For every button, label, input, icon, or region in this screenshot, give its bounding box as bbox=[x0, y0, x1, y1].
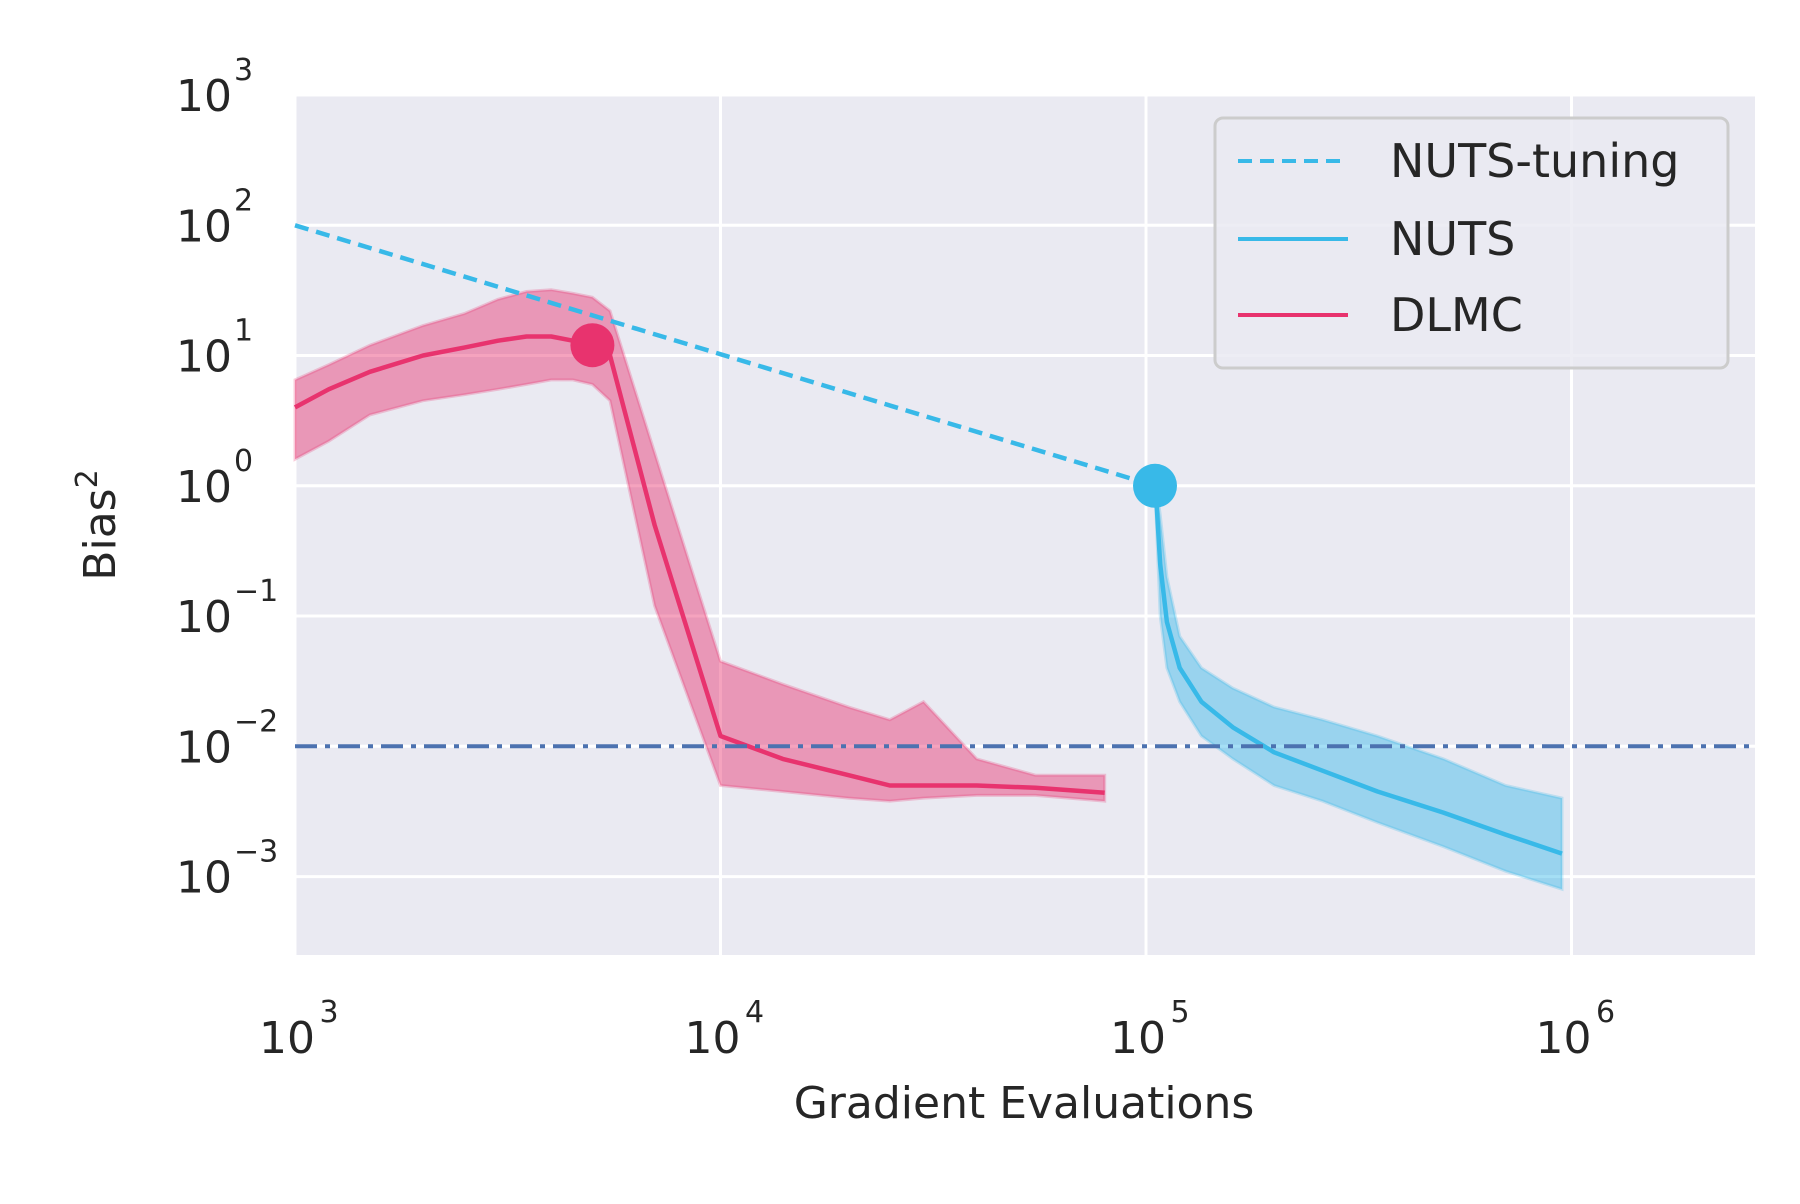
legend-label-nuts-tuning: NUTS-tuning bbox=[1390, 134, 1679, 188]
y-tick-label-1000: 10 bbox=[176, 71, 232, 122]
legend-entry-nuts: NUTS bbox=[1238, 212, 1515, 266]
series-line-nuts bbox=[1152, 485, 1563, 856]
y-axis-title: Bias2 bbox=[70, 469, 126, 580]
x-tick-label-6: 10 bbox=[1536, 1013, 1592, 1064]
x-tick-label-3: 10 bbox=[259, 1013, 315, 1064]
x-tick-label-5: 10 bbox=[1110, 1013, 1166, 1064]
legend-label-nuts: NUTS bbox=[1390, 212, 1515, 266]
confidence-bands bbox=[293, 288, 1564, 892]
y-tick-exp-1: 0 bbox=[234, 444, 253, 479]
x-tick-exp-6: 6 bbox=[1596, 995, 1615, 1030]
y-tick-label-10: 10 bbox=[176, 332, 232, 383]
band-nuts bbox=[1153, 485, 1564, 892]
legend-box bbox=[1213, 116, 1730, 370]
y-tick-exp-10: 1 bbox=[234, 314, 253, 349]
y-axis-title-sup: 2 bbox=[70, 469, 105, 488]
legend: NUTS-tuning NUTS DLMC bbox=[1213, 116, 1730, 370]
y-axis-title-base: Bias bbox=[75, 488, 126, 580]
markers bbox=[570, 323, 1177, 508]
legend-label-dlmc: DLMC bbox=[1390, 288, 1523, 342]
x-tick-exp-3: 3 bbox=[319, 995, 338, 1030]
y-tick-label-0-01: 10 bbox=[176, 722, 232, 773]
y-tick-exp-1000: 3 bbox=[234, 53, 253, 88]
y-tick-exp-100: 2 bbox=[234, 183, 253, 218]
series-line-nuts-tuning bbox=[294, 223, 1156, 488]
x-tick-exp-4: 4 bbox=[745, 995, 764, 1030]
y-tick-label-0-001: 10 bbox=[176, 853, 232, 904]
legend-entry-nuts-tuning: NUTS-tuning bbox=[1238, 134, 1679, 188]
y-tick-exp-0-01: −2 bbox=[234, 704, 278, 739]
marker-nuts bbox=[1133, 463, 1177, 508]
y-tick-exp-0-001: −3 bbox=[234, 835, 278, 870]
y-tick-label-100: 10 bbox=[176, 201, 232, 252]
x-tick-exp-5: 5 bbox=[1170, 995, 1189, 1030]
x-tick-label-4: 10 bbox=[685, 1013, 741, 1064]
legend-entry-dlmc: DLMC bbox=[1238, 288, 1523, 342]
marker-dlmc bbox=[570, 323, 615, 368]
y-tick-exp-0-1: −1 bbox=[234, 574, 278, 609]
y-tick-label-1: 10 bbox=[176, 462, 232, 513]
band-dlmc bbox=[293, 288, 1107, 803]
y-tick-label-0-1: 10 bbox=[176, 592, 232, 643]
x-axis-title: Gradient Evaluations bbox=[794, 1078, 1255, 1129]
